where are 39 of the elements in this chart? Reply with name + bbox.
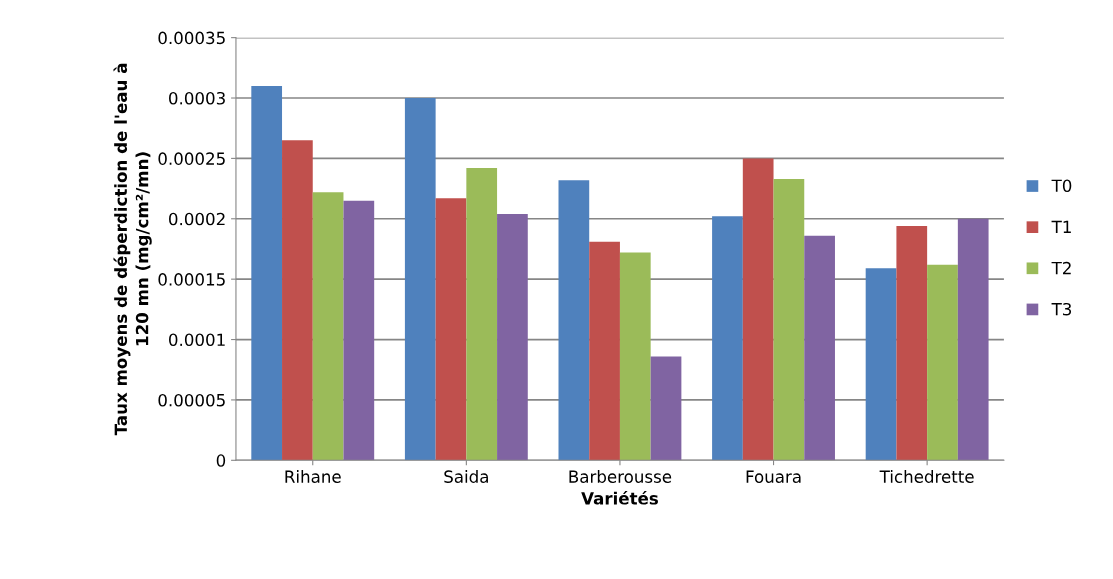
legend-label: T3 (1051, 302, 1072, 316)
bar (742, 158, 774, 461)
bar (312, 192, 344, 461)
bar (558, 180, 590, 461)
y-tick-label: 0.00005 (158, 393, 225, 407)
bar (404, 98, 436, 461)
bar (957, 218, 989, 461)
bar (804, 235, 835, 461)
bar (589, 241, 620, 461)
legend-label: T0 (1051, 179, 1072, 193)
bar (712, 216, 743, 461)
x-axis-title: Variétés (581, 491, 658, 505)
bar (282, 140, 313, 461)
bar (435, 198, 467, 461)
bar (251, 85, 283, 461)
legend-label: T1 (1051, 220, 1071, 233)
bar (650, 356, 682, 461)
x-tick-label: Fouara (746, 470, 801, 483)
bar (466, 168, 498, 461)
x-tick-label: Saida (444, 470, 488, 483)
bar (896, 226, 928, 461)
y-tick-label: 0.0002 (169, 212, 225, 226)
bar (927, 264, 958, 461)
bar (497, 213, 528, 461)
bar (619, 252, 651, 461)
legend-label: T2 (1051, 261, 1071, 275)
y-tick-label: 0 (216, 454, 226, 467)
bar (773, 178, 805, 461)
bar (343, 200, 375, 461)
x-tick-label: Rihane (285, 470, 341, 483)
y-tick-label: 0.00015 (158, 273, 225, 286)
y-tick-label: 0.00035 (158, 31, 225, 45)
x-tick-label: Barberousse (569, 470, 672, 483)
y-tick-label: 0.00025 (158, 152, 225, 165)
y-tick-label: 0.0003 (169, 91, 225, 105)
bar (865, 268, 897, 461)
y-axis-title: Taux moyens de déperdiction de l'eau à 120 mn (mg/cm²/mn) (113, 63, 152, 436)
x-tick-label: Tichedrette (879, 470, 974, 483)
y-tick-label: 0.0001 (169, 333, 225, 347)
